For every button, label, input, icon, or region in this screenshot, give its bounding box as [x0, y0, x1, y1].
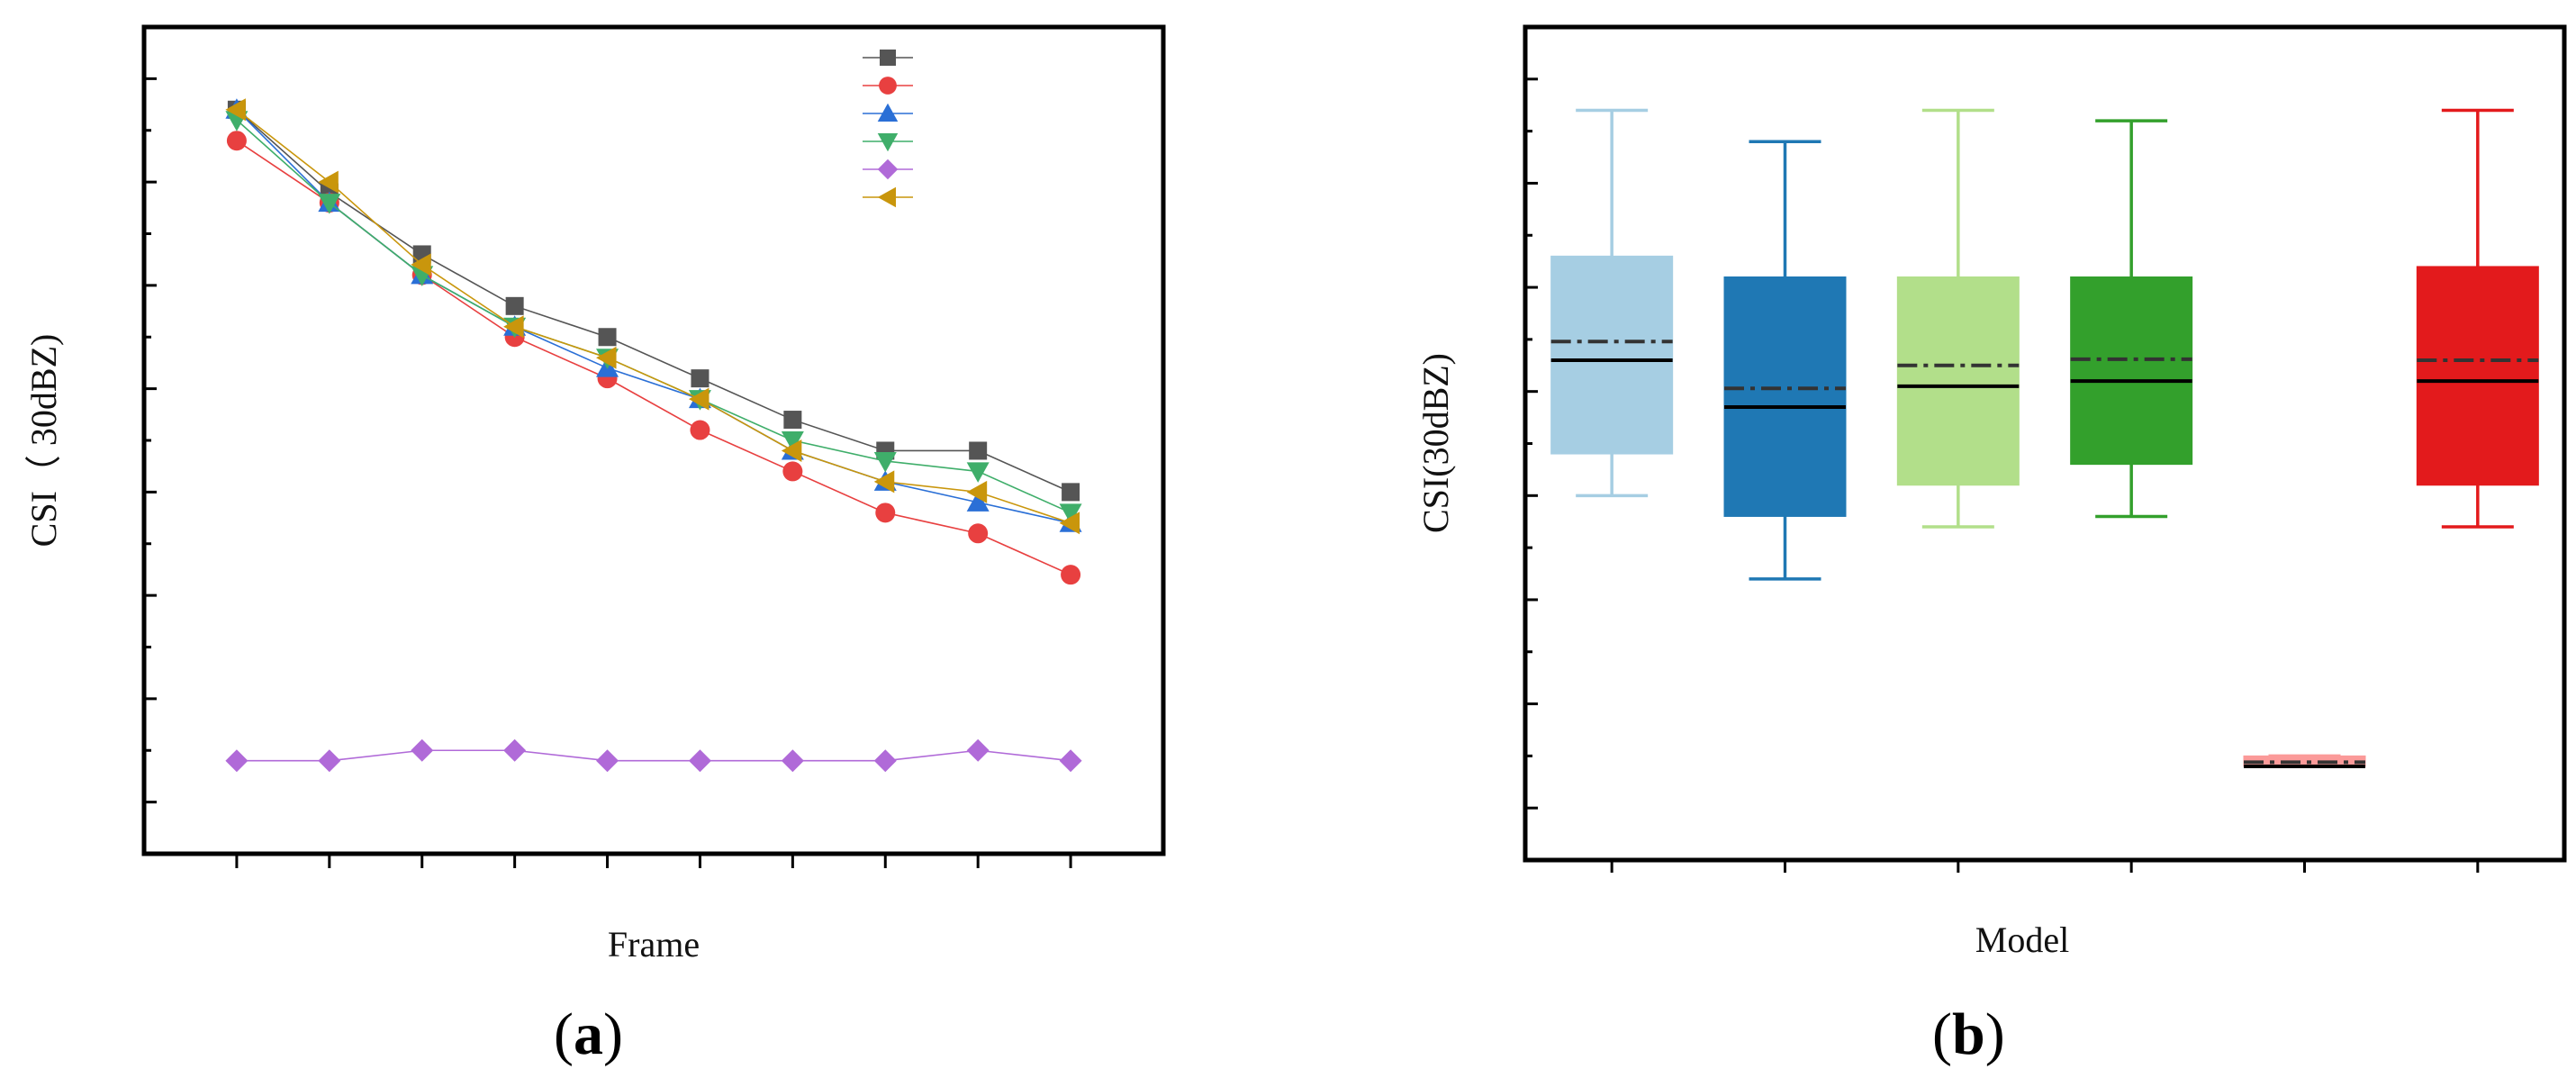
- panel-b-plot-frame: [1523, 24, 2567, 863]
- panel-a-x-axis-label: Frame: [608, 924, 700, 965]
- series-5-point-2: [318, 170, 339, 194]
- panel-a-line-chart: Frame CSI（ 30dBZ) (a): [23, 24, 1166, 1067]
- series-5-point-3: [411, 253, 431, 276]
- series-5-point-4: [503, 315, 524, 339]
- panel-b-box-chart: Model CSI(30dBZ) (b): [1415, 24, 2567, 1067]
- panel-b-label: (b): [1932, 1001, 2005, 1067]
- series-4-point-8: [873, 749, 897, 773]
- series-2-point-9: [966, 491, 990, 512]
- panel-b-x-axis-label: Model: [1975, 919, 2069, 960]
- legend-marker-5: [877, 186, 896, 208]
- panel-a-label: (a): [554, 1001, 623, 1067]
- series-5-point-6: [688, 387, 710, 411]
- series-line-4: [236, 749, 1071, 762]
- box-convnext: [2070, 119, 2193, 519]
- box-tau: [1550, 108, 1674, 498]
- panel-b-label-close-paren: ): [1985, 1001, 2005, 1067]
- series-4-point-9: [966, 738, 990, 762]
- box-gsta: [2416, 108, 2539, 529]
- series-0-point-9: [969, 441, 988, 460]
- series-3-point-9: [966, 462, 990, 483]
- series-1-point-7: [782, 461, 803, 482]
- series-3-point-7: [781, 431, 804, 452]
- series-1-point-10: [1061, 565, 1081, 585]
- panel-a-plot-frame: [141, 24, 1166, 856]
- box-body-2: [1896, 276, 2020, 486]
- panel-a-label-letter: a: [574, 1001, 603, 1067]
- box-swin: [2243, 754, 2366, 768]
- legend-marker-1: [879, 77, 897, 95]
- series-0-point-6: [691, 369, 710, 388]
- series-1-point-9: [968, 523, 989, 544]
- panel-b-label-open-paren: (: [1932, 1001, 1952, 1067]
- panel-a-legend: [863, 50, 913, 208]
- series-1-point-1: [226, 131, 247, 151]
- series-5-point-1: [225, 98, 246, 122]
- series-5-point-10: [1059, 512, 1080, 535]
- series-3-point-10: [1059, 503, 1082, 524]
- box-body-5: [2416, 266, 2539, 486]
- series-0-point-7: [783, 411, 802, 430]
- series-4-point-2: [318, 749, 341, 773]
- series-line-2: [236, 109, 1071, 524]
- series-5-point-8: [873, 470, 895, 494]
- box-body-0: [1550, 255, 1674, 455]
- legend-marker-0: [880, 50, 896, 66]
- series-4-point-5: [596, 749, 619, 773]
- box-body-1: [1723, 276, 1847, 517]
- panel-b-y-axis-label: CSI(30dBZ): [1415, 353, 1456, 533]
- series-line-5: [236, 109, 1071, 524]
- series-4-point-6: [688, 749, 711, 773]
- series-line-3: [236, 119, 1071, 514]
- series-1-point-6: [690, 420, 710, 440]
- series-4-point-7: [781, 749, 804, 773]
- panel-a-label-open-paren: (: [554, 1001, 574, 1067]
- panel-a-y-axis-label: CSI（ 30dBZ): [23, 334, 64, 548]
- series-0-point-5: [598, 328, 617, 347]
- box-vit: [1723, 140, 1847, 581]
- series-0-point-4: [505, 296, 524, 315]
- series-5-point-9: [966, 480, 988, 503]
- series-4-point-4: [503, 738, 527, 762]
- series-line-0: [236, 109, 1071, 494]
- box-body-3: [2070, 276, 2193, 466]
- legend-marker-2: [877, 103, 899, 122]
- series-5-point-5: [596, 346, 617, 369]
- series-3-point-8: [873, 451, 897, 473]
- box-van: [1896, 108, 2020, 529]
- series-5-point-7: [781, 439, 802, 462]
- panel-a-label-close-paren: ): [603, 1001, 623, 1067]
- series-1-point-8: [875, 503, 896, 523]
- series-0-point-10: [1062, 483, 1080, 502]
- legend-marker-4: [877, 159, 899, 180]
- series-3-point-2: [318, 194, 341, 214]
- series-4-point-1: [225, 749, 249, 773]
- series-4-point-3: [411, 738, 434, 762]
- series-4-point-10: [1059, 749, 1082, 773]
- legend-marker-3: [877, 133, 899, 152]
- panel-b-label-letter: b: [1952, 1001, 1985, 1067]
